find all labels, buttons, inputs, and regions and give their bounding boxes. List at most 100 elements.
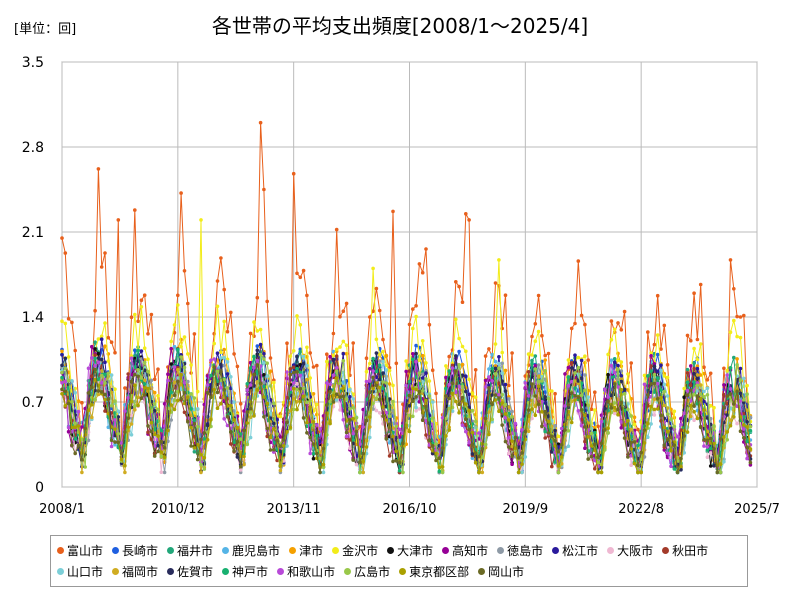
data-point — [113, 427, 117, 432]
data-point — [745, 383, 749, 388]
data-point — [616, 367, 620, 372]
data-point — [325, 352, 329, 357]
data-point — [437, 469, 442, 474]
data-point — [308, 398, 313, 403]
data-point — [229, 310, 233, 315]
data-point — [278, 444, 283, 449]
data-point — [424, 361, 428, 365]
data-point — [328, 354, 332, 359]
data-point — [662, 323, 667, 328]
data-point — [646, 421, 650, 426]
data-point — [738, 315, 743, 319]
data-point — [550, 450, 554, 454]
data-point — [159, 450, 164, 454]
data-point — [99, 369, 104, 373]
data-point — [559, 442, 564, 447]
data-point — [156, 394, 160, 398]
data-point — [258, 381, 263, 386]
data-point — [96, 389, 101, 393]
data-point — [179, 396, 183, 401]
data-point — [321, 446, 326, 451]
legend-item: 高知市 — [442, 540, 488, 561]
x-tick-label: 2025/7 — [734, 502, 780, 517]
data-point — [695, 394, 700, 398]
data-point — [698, 373, 703, 377]
data-point — [172, 407, 177, 412]
data-point — [265, 299, 270, 304]
data-point — [361, 459, 366, 464]
data-point — [553, 424, 557, 428]
data-point — [728, 366, 733, 370]
data-point — [242, 409, 246, 413]
data-point — [725, 413, 729, 417]
data-point — [510, 439, 514, 443]
data-point — [106, 352, 111, 356]
data-point — [384, 437, 389, 441]
data-point — [344, 430, 349, 435]
data-point — [397, 460, 402, 465]
data-point — [255, 387, 260, 392]
data-point — [434, 442, 438, 446]
data-point — [420, 418, 425, 423]
data-point — [258, 120, 263, 125]
data-point — [341, 418, 346, 422]
legend-label: 富山市 — [67, 544, 104, 558]
data-point — [238, 432, 243, 436]
data-point — [156, 407, 160, 412]
data-point — [454, 369, 458, 373]
data-point — [735, 421, 739, 426]
data-point — [394, 449, 399, 454]
data-point — [467, 377, 471, 382]
data-point — [199, 218, 203, 222]
data-point — [341, 351, 346, 356]
data-point — [470, 391, 475, 396]
data-point — [689, 338, 693, 343]
data-point — [169, 339, 173, 344]
x-tick-label: 2016/10 — [382, 502, 436, 517]
data-point — [93, 364, 97, 368]
legend-marker-icon — [478, 568, 486, 575]
data-point — [705, 445, 710, 449]
data-point — [576, 395, 581, 400]
legend-marker-icon — [662, 547, 670, 554]
data-point — [66, 317, 71, 321]
data-point — [424, 247, 428, 251]
data-point — [133, 354, 137, 358]
data-point — [348, 407, 352, 411]
data-point — [573, 371, 577, 375]
data-point — [262, 395, 266, 399]
data-point — [109, 340, 114, 345]
data-point — [748, 428, 753, 433]
data-point — [162, 402, 167, 406]
data-point — [159, 439, 164, 444]
data-point — [692, 371, 696, 376]
data-point — [225, 415, 230, 419]
data-point — [533, 363, 538, 368]
data-point — [411, 326, 415, 331]
data-point — [146, 430, 150, 435]
x-tick-label: 2019/9 — [502, 502, 548, 517]
data-point — [334, 366, 339, 370]
data-point — [533, 339, 538, 344]
data-point — [536, 363, 541, 367]
data-point — [510, 444, 514, 449]
data-point — [655, 376, 660, 380]
data-point — [338, 408, 342, 412]
data-point — [96, 360, 101, 365]
data-point — [457, 336, 461, 341]
data-point — [553, 391, 557, 396]
data-point — [205, 437, 210, 442]
data-point — [487, 347, 491, 351]
data-point — [464, 402, 468, 406]
data-point — [295, 354, 299, 359]
data-point — [76, 424, 81, 428]
data-point — [728, 330, 733, 335]
data-point — [493, 281, 498, 285]
legend-marker-icon — [607, 547, 615, 554]
data-point — [503, 293, 508, 298]
data-point — [169, 418, 173, 422]
data-point — [338, 381, 342, 386]
data-point — [728, 258, 733, 262]
data-point — [745, 445, 749, 450]
data-point — [344, 351, 349, 356]
